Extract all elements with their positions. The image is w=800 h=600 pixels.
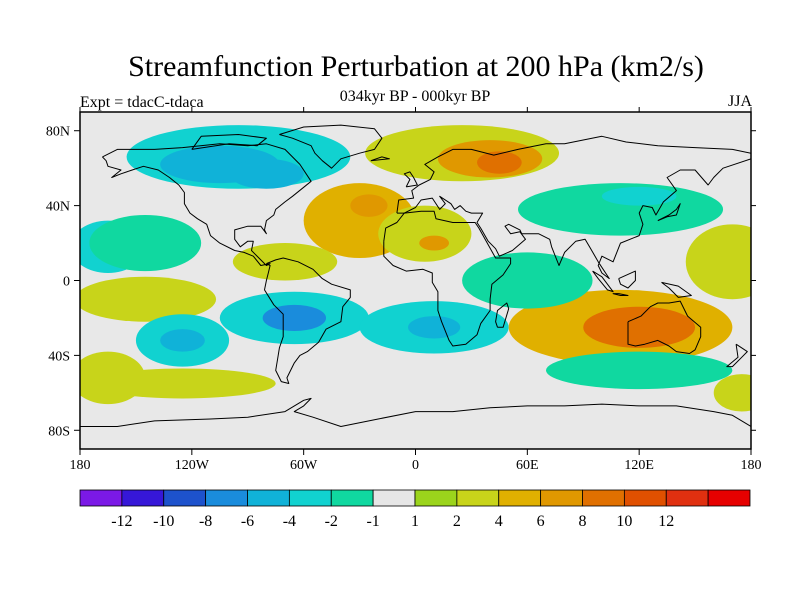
field-contour-23 <box>583 306 696 348</box>
colorbar-label: -2 <box>325 513 338 530</box>
colorbar-label: -4 <box>283 513 296 530</box>
coastline-8 <box>592 270 614 293</box>
field-layer <box>80 125 751 412</box>
field-contour-28 <box>685 224 751 300</box>
lat-tick-label: 0 <box>63 275 70 290</box>
field-contour-13 <box>232 243 338 281</box>
colorbar-label: 1 <box>411 513 419 530</box>
coastline-4 <box>396 135 751 280</box>
field-contour-12 <box>80 276 217 322</box>
colorbar: -12 -10 -8 -6 -4 -2 -1 1 2 4 6 8 10 12 <box>79 489 751 530</box>
colorbar-label: 8 <box>579 513 587 530</box>
figure-title: Streamfunction Perturbation at 200 hPa (… <box>128 50 704 83</box>
field-contour-26 <box>601 186 677 206</box>
field-contour-21 <box>408 316 461 339</box>
coastline-2 <box>264 257 351 384</box>
coastline-16 <box>191 134 267 150</box>
colorbar-swatch-8 <box>414 489 458 507</box>
colorbar-swatch-6 <box>330 489 374 507</box>
colorbar-label: 4 <box>495 513 503 530</box>
colorbar-swatch-12 <box>582 489 625 507</box>
colorbar-label: -8 <box>199 513 212 530</box>
field-contour-29 <box>713 374 751 412</box>
colorbar-label: 2 <box>453 513 461 530</box>
colorbar-swatch-1 <box>121 489 165 507</box>
coastline-1 <box>279 124 383 169</box>
field-contour-9 <box>419 235 450 251</box>
lat-tick-label: 80S <box>48 424 70 439</box>
colorbar-swatch-5 <box>288 489 332 507</box>
colorbar-label: 12 <box>658 513 674 530</box>
colorbar-label: 10 <box>616 513 632 530</box>
field-contour-8 <box>378 205 472 262</box>
coastline-13 <box>726 343 748 368</box>
coastlines <box>80 124 751 427</box>
colorbar-label: -12 <box>111 513 132 530</box>
lon-tick-label: 60W <box>290 458 318 473</box>
figure-subtitle: 034kyr BP - 000kyr BP <box>339 88 491 105</box>
coastline-6 <box>80 397 751 427</box>
coastline-7 <box>495 302 510 328</box>
field-contour-5 <box>229 158 304 189</box>
experiment-label: Expt = tdacC-tdaca <box>80 94 204 111</box>
coastline-0 <box>102 143 312 266</box>
lon-tick-label: 180 <box>741 458 762 473</box>
colorbar-label: 6 <box>537 513 545 530</box>
colorbar-swatch-4 <box>247 489 290 507</box>
coastline-11 <box>661 281 692 298</box>
lon-tick-label: 120E <box>624 458 654 473</box>
colorbar-swatch-14 <box>665 489 709 507</box>
map-axes: 180 120W 60W 0 60E 120E 180 80N 40N 0 40S 80S <box>46 107 762 473</box>
field-contour-24 <box>545 351 733 390</box>
colorbar-swatch-7 <box>372 489 416 507</box>
lat-tick-label: 80N <box>46 125 70 140</box>
colorbar-swatch-10 <box>498 489 542 507</box>
lat-tick-label: 40N <box>46 200 70 215</box>
coastline-3 <box>383 210 512 347</box>
field-contour-17 <box>160 329 205 352</box>
coastline-9 <box>612 293 629 296</box>
coastline-10 <box>618 270 636 289</box>
coastline-5 <box>627 300 702 354</box>
coastline-15 <box>370 156 390 162</box>
coastline-14 <box>403 171 418 188</box>
lat-tick-label: 40S <box>48 349 70 364</box>
field-contour-27 <box>462 252 593 309</box>
colorbar-swatch-15 <box>707 489 751 507</box>
lon-tick-label: 180 <box>70 458 91 473</box>
season-label: JJA <box>727 93 752 110</box>
colorbar-label: -6 <box>241 513 254 530</box>
field-contour-15 <box>262 304 327 332</box>
field-contour-2 <box>477 151 522 174</box>
colorbar-swatch-2 <box>163 489 207 507</box>
lon-tick-label: 60E <box>516 458 539 473</box>
colorbar-label: -1 <box>366 513 379 530</box>
lon-tick-label: 120W <box>175 458 210 473</box>
colorbar-label: -10 <box>153 513 174 530</box>
coastline-12 <box>657 203 681 222</box>
colorbar-swatch-11 <box>540 489 583 507</box>
field-contour-11 <box>89 214 202 272</box>
colorbar-swatch-13 <box>623 489 667 507</box>
field-contour-7 <box>350 194 388 217</box>
colorbar-swatch-0 <box>79 489 123 507</box>
colorbar-swatch-3 <box>205 489 248 507</box>
colorbar-swatch-9 <box>456 489 500 507</box>
lon-tick-label: 0 <box>412 458 419 473</box>
field-contour-19 <box>89 368 276 399</box>
